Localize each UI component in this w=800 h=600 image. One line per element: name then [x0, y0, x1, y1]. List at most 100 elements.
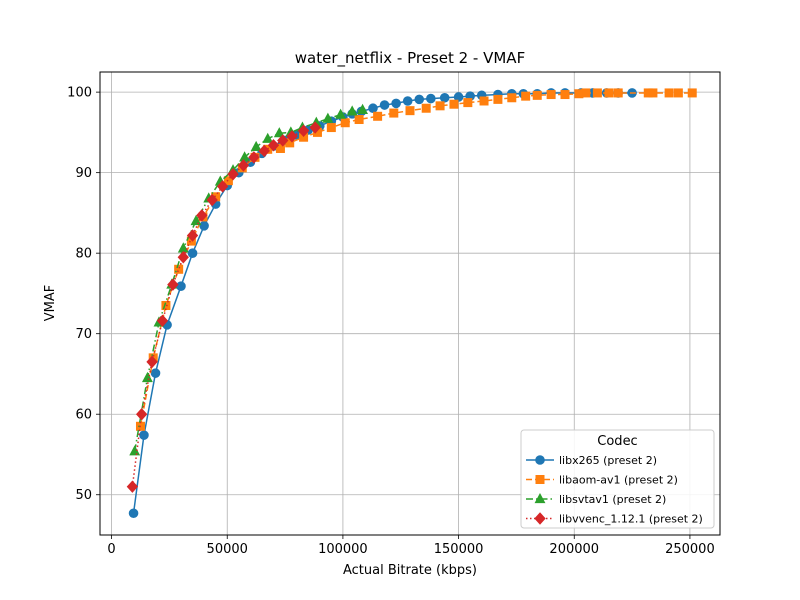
y-tick-label: 80	[75, 247, 92, 262]
data-point	[297, 124, 310, 138]
data-point	[262, 132, 274, 143]
data-point	[135, 407, 148, 421]
data-point	[126, 480, 139, 493]
data-point	[421, 103, 431, 113]
data-point	[439, 92, 450, 103]
legend-swatch-marker	[534, 512, 546, 525]
legend-entry-label: libaom-av1 (preset 2)	[559, 474, 678, 487]
data-point	[237, 159, 250, 172]
data-point	[267, 139, 280, 152]
data-point	[335, 108, 347, 119]
grid-lines	[100, 72, 720, 535]
data-point	[146, 355, 158, 369]
data-point	[673, 88, 683, 98]
y-tick-label: 60	[75, 408, 92, 423]
axis-ticks: 0 50000 100000 150000 200000 250000 50 60 70 80 90…	[67, 86, 715, 557]
data-point	[340, 118, 350, 128]
data-point	[402, 96, 413, 106]
data-point	[664, 88, 674, 98]
data-point	[275, 143, 285, 153]
data-point	[405, 106, 415, 116]
data-point	[277, 134, 289, 147]
y-tick-label: 50	[75, 488, 92, 503]
series-layer	[126, 88, 697, 519]
data-point	[258, 144, 270, 158]
data-point	[346, 105, 358, 116]
data-point	[177, 250, 189, 264]
legend: Codec libx265 (preset 2) libaom-av1 (prese…	[520, 429, 715, 529]
data-point	[521, 91, 531, 101]
legend-entry-label: libvvenc_1.12.1 (preset 2)	[559, 513, 703, 526]
data-point	[463, 98, 473, 108]
data-point	[176, 281, 186, 291]
legend-swatch-marker	[535, 455, 545, 465]
y-tick-label: 100	[67, 86, 92, 101]
data-point	[426, 93, 436, 104]
data-point	[613, 88, 623, 98]
series-3	[126, 121, 321, 493]
data-point	[379, 100, 390, 110]
data-point	[687, 88, 697, 98]
chart-title: water_netflix - Preset 2 - VMAF	[295, 49, 525, 68]
data-point	[357, 103, 369, 114]
data-point	[322, 112, 334, 123]
data-point	[187, 248, 198, 258]
data-point	[373, 111, 383, 121]
x-tick-label: 150000	[434, 542, 484, 557]
data-point	[156, 314, 169, 328]
x-tick-label: 100000	[318, 542, 368, 557]
data-point	[391, 98, 401, 109]
x-axis-label: Actual Bitrate (kbps)	[343, 563, 477, 578]
data-point	[389, 108, 399, 118]
data-point	[479, 96, 489, 106]
legend-box	[520, 429, 715, 529]
plot-frame	[99, 71, 721, 536]
legend-swatch-marker	[535, 475, 545, 484]
x-tick-label: 200000	[549, 542, 599, 557]
data-point	[150, 368, 161, 378]
data-point	[581, 88, 591, 98]
data-point	[648, 88, 658, 98]
data-point	[309, 121, 321, 134]
data-point	[368, 103, 378, 114]
legend-entry-label: libx265 (preset 2)	[559, 454, 657, 467]
data-point	[250, 140, 262, 151]
x-tick-label: 0	[107, 542, 115, 557]
data-point	[414, 94, 425, 105]
data-point	[507, 93, 517, 103]
x-tick-label: 50000	[207, 542, 248, 557]
data-point	[196, 209, 208, 222]
data-point	[453, 92, 464, 102]
data-point	[141, 371, 153, 383]
data-point	[128, 508, 139, 519]
data-point	[206, 193, 218, 207]
data-point	[326, 123, 336, 133]
legend-entry-label: libsvtav1 (preset 2)	[559, 493, 666, 506]
data-point	[546, 90, 556, 100]
data-point	[435, 101, 445, 111]
data-point	[449, 99, 459, 109]
data-point	[592, 88, 602, 98]
data-point	[354, 115, 364, 125]
y-tick-label: 90	[75, 166, 92, 181]
data-point	[227, 168, 239, 181]
data-point	[199, 220, 209, 231]
y-tick-label: 70	[75, 327, 92, 342]
data-point	[167, 278, 179, 291]
data-point	[532, 90, 542, 100]
data-point	[139, 430, 149, 440]
data-point	[560, 90, 570, 100]
y-axis-label: VMAF	[43, 285, 58, 321]
data-point	[216, 180, 229, 193]
data-point	[186, 229, 199, 242]
data-point	[286, 130, 298, 143]
data-point	[248, 151, 260, 164]
data-point	[604, 88, 614, 98]
data-point	[273, 127, 285, 138]
data-point	[190, 214, 202, 226]
data-point	[493, 94, 503, 104]
x-tick-label: 250000	[665, 542, 715, 557]
legend-title: Codec	[597, 434, 637, 449]
legend-swatch-marker	[534, 492, 546, 504]
